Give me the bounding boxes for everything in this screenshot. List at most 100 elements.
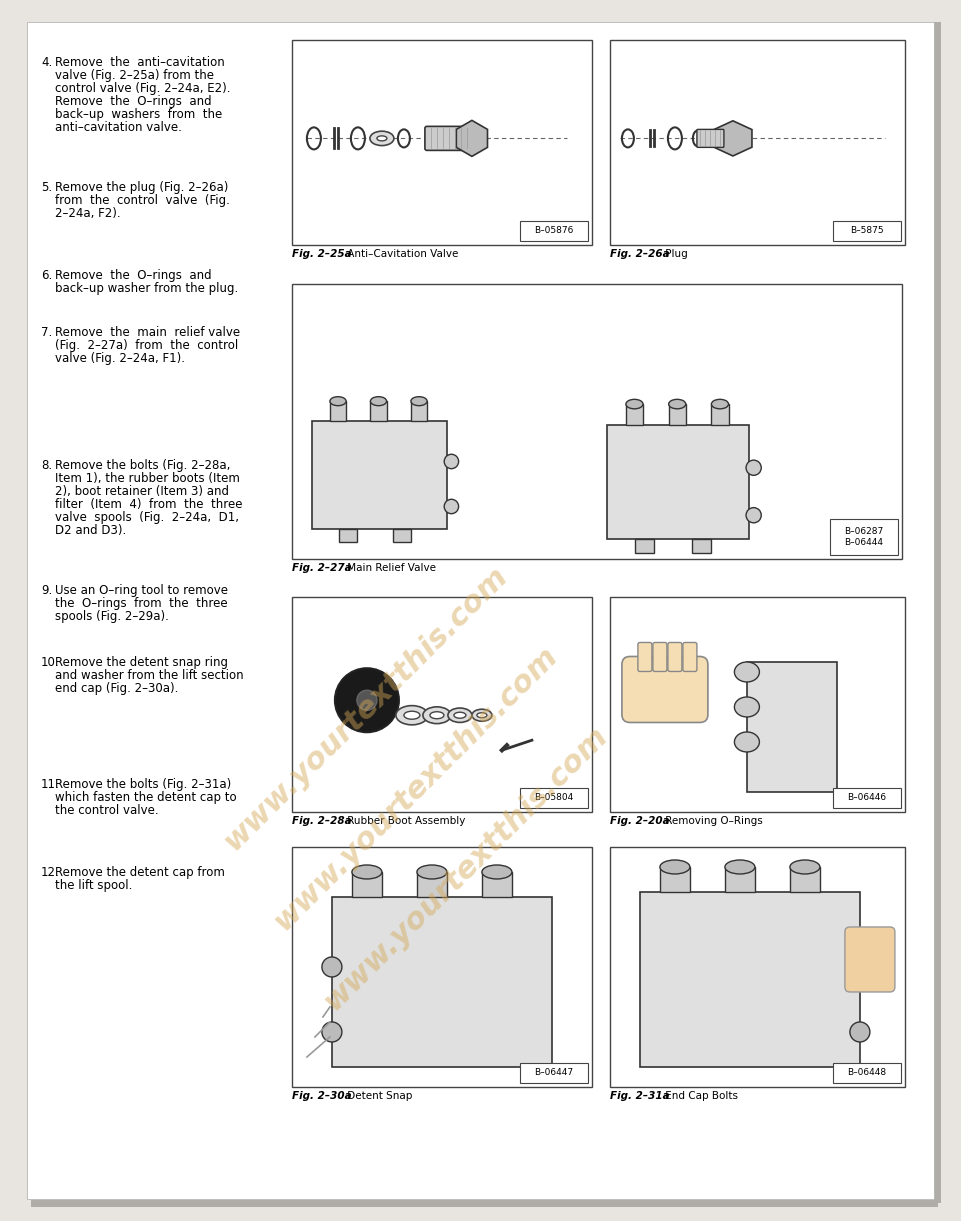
Text: from  the  control  valve  (Fig.: from the control valve (Fig.: [55, 194, 230, 208]
Text: B–06448: B–06448: [848, 1068, 886, 1077]
Text: 6.: 6.: [41, 269, 52, 282]
Text: control valve (Fig. 2–24a, E2).: control valve (Fig. 2–24a, E2).: [55, 82, 231, 95]
Text: 8.: 8.: [41, 459, 52, 473]
Text: anti–cavitation valve.: anti–cavitation valve.: [55, 121, 182, 134]
Text: the control valve.: the control valve.: [55, 803, 159, 817]
Text: Fig. 2–27a: Fig. 2–27a: [292, 563, 352, 573]
Ellipse shape: [626, 399, 643, 409]
Bar: [833, 788, 900, 808]
Text: B–06446: B–06446: [848, 794, 886, 802]
FancyBboxPatch shape: [683, 642, 697, 672]
Text: filter  (Item  4)  from  the  three: filter (Item 4) from the three: [55, 498, 242, 510]
Bar: [626, 404, 643, 425]
Bar: [725, 867, 755, 893]
Polygon shape: [456, 121, 487, 156]
Text: B–05804: B–05804: [534, 794, 574, 802]
Bar: [292, 40, 592, 245]
Bar: [393, 529, 411, 542]
Text: valve (Fig. 2–25a) from the: valve (Fig. 2–25a) from the: [55, 68, 214, 82]
FancyBboxPatch shape: [845, 927, 895, 991]
Ellipse shape: [448, 708, 472, 723]
Ellipse shape: [404, 711, 420, 719]
Polygon shape: [714, 121, 752, 156]
FancyBboxPatch shape: [653, 642, 667, 672]
Ellipse shape: [850, 957, 870, 977]
Ellipse shape: [352, 864, 382, 879]
Text: Rubber Boot Assembly: Rubber Boot Assembly: [344, 816, 465, 825]
Text: Detent Snap: Detent Snap: [344, 1092, 412, 1101]
Ellipse shape: [370, 397, 386, 405]
Bar: [610, 40, 905, 245]
Text: B–06447: B–06447: [534, 1068, 574, 1077]
FancyBboxPatch shape: [668, 642, 682, 672]
Ellipse shape: [481, 864, 512, 879]
Bar: [640, 893, 860, 1067]
Bar: [292, 597, 592, 812]
Text: Fig. 2–20a: Fig. 2–20a: [610, 816, 670, 825]
Bar: [669, 404, 686, 425]
Ellipse shape: [454, 712, 466, 718]
Bar: [520, 221, 588, 241]
Text: Anti–Cavitation Valve: Anti–Cavitation Valve: [344, 249, 458, 259]
Bar: [660, 867, 690, 893]
Text: www.yourtextthis.com: www.yourtextthis.com: [267, 641, 563, 935]
Text: (Fig.  2–27a)  from  the  control: (Fig. 2–27a) from the control: [55, 339, 238, 352]
FancyBboxPatch shape: [425, 127, 474, 150]
Text: Fig. 2–25a: Fig. 2–25a: [292, 249, 352, 259]
Text: Remove the detent cap from: Remove the detent cap from: [55, 866, 225, 879]
Text: Remove the bolts (Fig. 2–28a,: Remove the bolts (Fig. 2–28a,: [55, 459, 231, 473]
Text: 2–24a, F2).: 2–24a, F2).: [55, 208, 120, 220]
Bar: [610, 847, 905, 1087]
Bar: [417, 872, 447, 897]
Bar: [635, 538, 654, 553]
FancyBboxPatch shape: [622, 657, 708, 723]
Text: 2), boot retainer (Item 3) and: 2), boot retainer (Item 3) and: [55, 485, 229, 498]
FancyBboxPatch shape: [697, 129, 724, 148]
Ellipse shape: [430, 712, 444, 719]
Bar: [607, 425, 749, 538]
Text: Fig. 2–30a: Fig. 2–30a: [292, 1092, 352, 1101]
Bar: [411, 402, 427, 421]
Text: www.yourtextthis.com: www.yourtextthis.com: [217, 560, 513, 856]
Text: Removing O–Rings: Removing O–Rings: [662, 816, 763, 825]
Text: the lift spool.: the lift spool.: [55, 879, 133, 893]
Ellipse shape: [790, 860, 820, 874]
Bar: [711, 404, 728, 425]
Ellipse shape: [734, 662, 759, 683]
Bar: [312, 421, 447, 529]
Ellipse shape: [444, 499, 458, 514]
Text: 12.: 12.: [41, 866, 60, 879]
Text: the  O–rings  from  the  three: the O–rings from the three: [55, 597, 228, 610]
Text: which fasten the detent cap to: which fasten the detent cap to: [55, 791, 236, 803]
Text: Item 1), the rubber boots (Item: Item 1), the rubber boots (Item: [55, 473, 240, 485]
Ellipse shape: [746, 508, 761, 523]
Ellipse shape: [377, 136, 387, 140]
Bar: [830, 519, 898, 556]
Text: 9.: 9.: [41, 584, 52, 597]
Ellipse shape: [444, 454, 458, 469]
Text: Fig. 2–26a: Fig. 2–26a: [610, 249, 670, 259]
Text: B–05876: B–05876: [534, 226, 574, 236]
Ellipse shape: [417, 864, 447, 879]
Bar: [833, 221, 900, 241]
Ellipse shape: [322, 1022, 342, 1042]
Text: 4.: 4.: [41, 56, 52, 68]
Text: www.yourtextthis.com: www.yourtextthis.com: [317, 720, 613, 1016]
Text: Fig. 2–28a: Fig. 2–28a: [292, 816, 352, 825]
Text: Use an O–ring tool to remove: Use an O–ring tool to remove: [55, 584, 228, 597]
Bar: [934, 22, 941, 1203]
Text: valve (Fig. 2–24a, F1).: valve (Fig. 2–24a, F1).: [55, 352, 185, 365]
Ellipse shape: [734, 697, 759, 717]
Text: and washer from the lift section: and washer from the lift section: [55, 669, 243, 683]
Ellipse shape: [322, 957, 342, 977]
Bar: [292, 284, 902, 559]
Bar: [292, 847, 592, 1087]
Text: B–5875: B–5875: [850, 226, 884, 236]
Bar: [693, 538, 711, 553]
Text: Remove  the  O–rings  and: Remove the O–rings and: [55, 269, 211, 282]
Ellipse shape: [472, 709, 492, 722]
Text: 11.: 11.: [41, 778, 60, 791]
Bar: [339, 529, 357, 542]
FancyBboxPatch shape: [638, 642, 652, 672]
Ellipse shape: [370, 131, 394, 145]
